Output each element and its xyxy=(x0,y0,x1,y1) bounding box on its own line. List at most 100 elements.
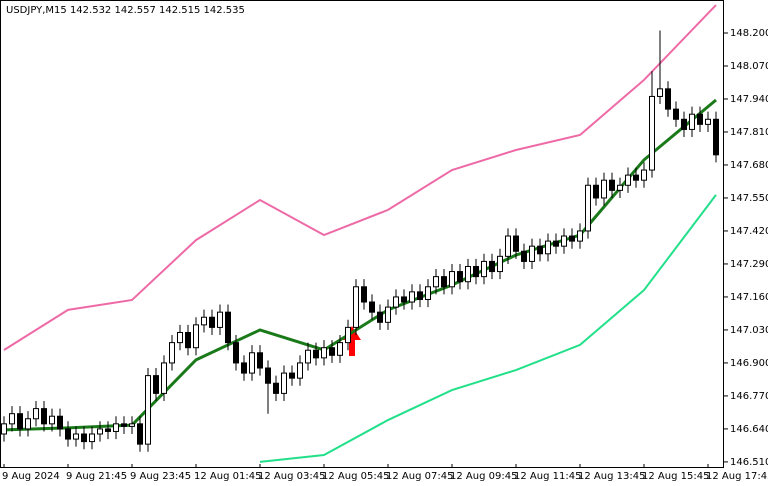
candle-body xyxy=(393,296,399,308)
y-tick-label: 148.070 xyxy=(730,61,768,72)
candle-body xyxy=(121,423,127,427)
candle-body xyxy=(169,342,175,364)
y-tick-label: 146.770 xyxy=(730,391,768,402)
candle-body xyxy=(81,433,87,443)
candle-body xyxy=(193,324,199,349)
y-tick-label: 146.510 xyxy=(730,457,768,468)
candle-body xyxy=(225,311,231,344)
x-tick-label: 12 Aug 17:45 xyxy=(706,471,768,482)
x-tick-label: 12 Aug 09:45 xyxy=(450,471,517,482)
candle-body xyxy=(257,352,263,369)
candle-body xyxy=(585,184,591,232)
candle-body xyxy=(377,311,383,323)
candle-body xyxy=(281,372,287,394)
candle-body xyxy=(137,423,143,445)
band-line xyxy=(3,4,717,351)
candle-body xyxy=(249,352,255,374)
candle-body xyxy=(153,375,159,394)
y-tick-label: 148.200 xyxy=(730,28,768,39)
x-tick-label: 12 Aug 15:45 xyxy=(642,471,709,482)
chart-title: USDJPY,M15 142.532 142.557 142.515 142.5… xyxy=(6,5,245,16)
candle-body xyxy=(697,113,703,125)
candle-body xyxy=(337,342,343,356)
candle-body xyxy=(425,286,431,300)
candle-body xyxy=(73,433,79,440)
candle-body xyxy=(161,362,167,394)
band-line xyxy=(259,194,717,463)
candle-body xyxy=(561,235,567,247)
y-tick-label: 147.940 xyxy=(730,94,768,105)
candle-body xyxy=(545,240,551,255)
y-tick-label: 147.030 xyxy=(730,325,768,336)
candle-body xyxy=(417,291,423,300)
candle-body xyxy=(145,375,151,445)
candle-body xyxy=(313,349,319,359)
candle-body xyxy=(297,362,303,379)
candle-body xyxy=(177,331,183,344)
candle-body xyxy=(217,311,223,328)
x-tick-label: 12 Aug 11:45 xyxy=(514,471,581,482)
candle-body xyxy=(481,260,487,278)
x-tick-label: 12 Aug 05:45 xyxy=(322,471,389,482)
candle-body xyxy=(449,271,455,288)
y-tick-label: 147.680 xyxy=(730,160,768,171)
candle-body xyxy=(265,367,271,384)
candle-body xyxy=(593,184,599,199)
candle-body xyxy=(385,306,391,323)
candle-body xyxy=(457,271,463,283)
candle-body xyxy=(537,245,543,255)
candle-body xyxy=(497,255,503,273)
candle-body xyxy=(9,413,15,425)
candle-body xyxy=(65,428,71,440)
candle-body xyxy=(577,230,583,242)
x-tick-label: 12 Aug 13:45 xyxy=(578,471,645,482)
candle-body xyxy=(209,316,215,328)
candle-body xyxy=(529,245,535,262)
candle-body xyxy=(713,118,719,156)
candle-body xyxy=(489,260,495,273)
candle-body xyxy=(113,423,119,432)
candle-body xyxy=(521,250,527,262)
x-tick-label: 12 Aug 07:45 xyxy=(386,471,453,482)
plot-frame xyxy=(0,0,724,468)
candle-body xyxy=(273,382,279,394)
candle-body xyxy=(57,415,63,430)
candle-body xyxy=(657,88,663,97)
candle-body xyxy=(129,423,135,427)
y-tick-label: 147.420 xyxy=(730,226,768,237)
candle-body xyxy=(321,347,327,359)
candle-body xyxy=(553,240,559,247)
candle-body xyxy=(689,113,695,130)
candle-body xyxy=(17,413,23,430)
y-tick-label: 147.550 xyxy=(730,193,768,204)
candle-body xyxy=(353,286,359,328)
candle-body xyxy=(649,95,655,171)
candle-body xyxy=(105,428,111,432)
candle-body xyxy=(705,118,711,125)
candle-body xyxy=(601,179,607,199)
candle-body xyxy=(513,235,519,252)
candle-body xyxy=(233,342,239,364)
candle-body xyxy=(673,108,679,120)
candle-body xyxy=(609,179,615,191)
x-tick-label: 9 Aug 23:45 xyxy=(130,471,191,482)
x-tick-label: 12 Aug 03:45 xyxy=(258,471,325,482)
candle-body xyxy=(49,415,55,425)
candle-body xyxy=(33,408,39,420)
y-tick-label: 147.810 xyxy=(730,127,768,138)
candle-body xyxy=(329,347,335,356)
candle-body xyxy=(185,331,191,349)
candle-body xyxy=(1,423,7,435)
candle-body xyxy=(25,418,31,430)
candle-body xyxy=(41,408,47,425)
candle-body xyxy=(641,169,647,181)
y-tick-label: 146.640 xyxy=(730,424,768,435)
candle-body xyxy=(241,362,247,374)
y-tick-label: 147.160 xyxy=(730,292,768,303)
candle-body xyxy=(97,428,103,435)
candle-body xyxy=(289,372,295,379)
candle-body xyxy=(89,433,95,443)
candle-body xyxy=(361,286,367,303)
